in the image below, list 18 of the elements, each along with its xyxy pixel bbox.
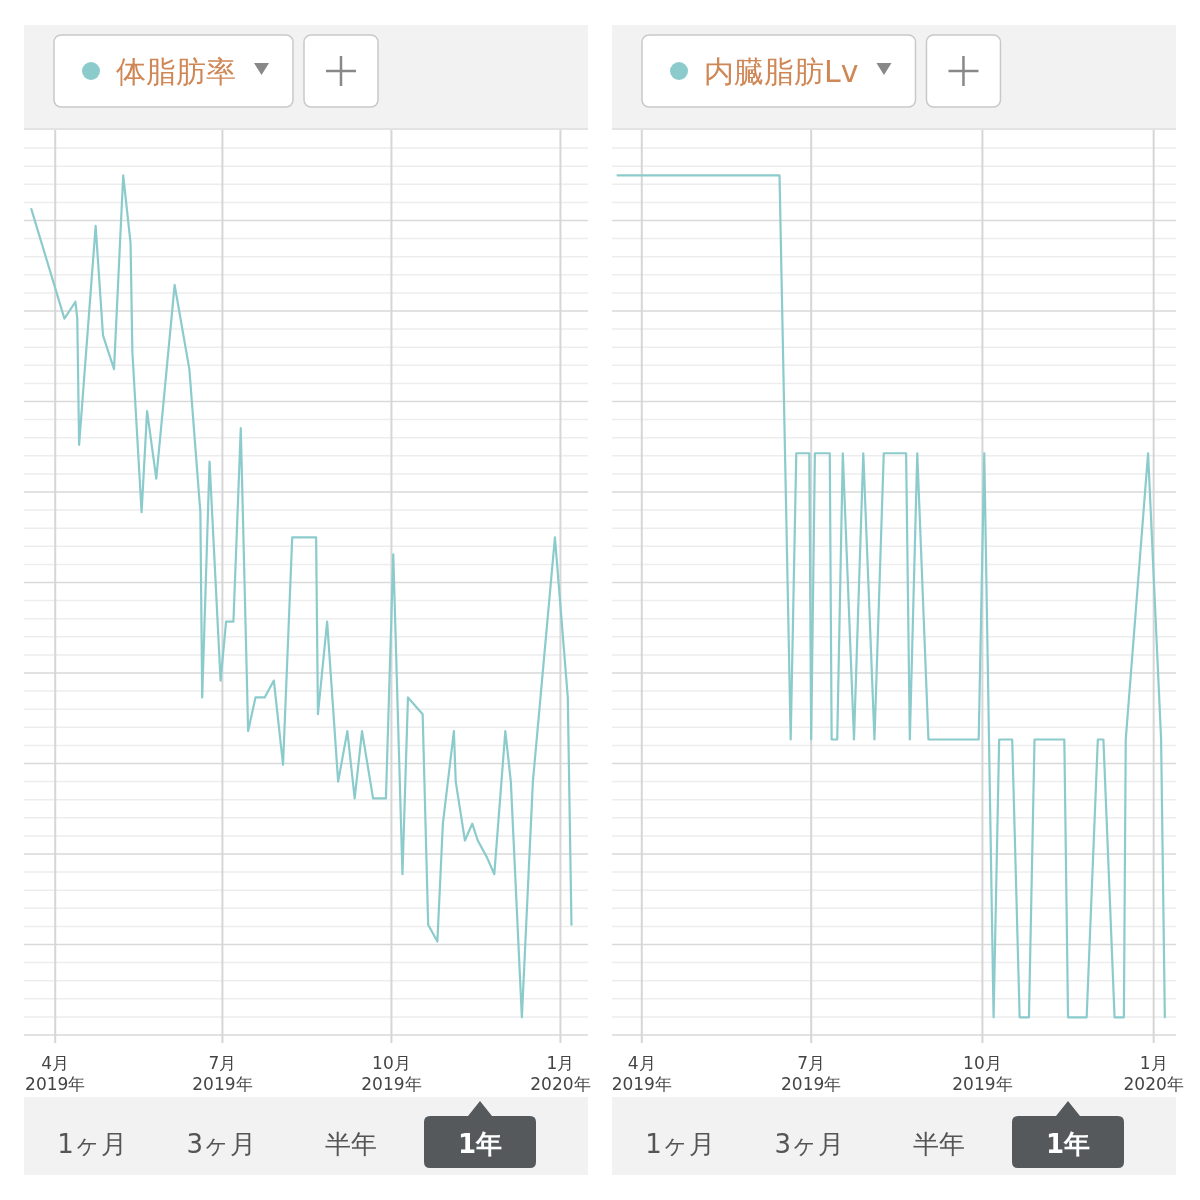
legend-label: 内臓脂肪Lv [704, 54, 859, 89]
x-tick-label: 10月 2019年 [361, 1053, 422, 1094]
x-tick-label: 10月 2019年 [952, 1053, 1013, 1094]
x-tick-label: 7月 2019年 [192, 1053, 253, 1094]
legend-label: 体脂肪率 [116, 54, 236, 89]
x-tick-label: 7月 2019年 [781, 1053, 842, 1094]
text: 1年 [1045, 1129, 1091, 1159]
text: 3ヶ月 [186, 1129, 257, 1159]
text: 半年 [324, 1129, 377, 1159]
x-tick-label: 1月 2020年 [530, 1053, 591, 1094]
text: 1年 [457, 1129, 503, 1159]
x-tick-label: 4月 2019年 [611, 1053, 672, 1094]
x-tick-label: 1月 2020年 [1123, 1053, 1184, 1094]
text: 1ヶ月 [645, 1129, 715, 1159]
text: 3ヶ月 [774, 1129, 845, 1159]
x-tick-label: 4月 2019年 [25, 1053, 86, 1094]
text: 1ヶ月 [57, 1129, 127, 1159]
text: 半年 [912, 1129, 965, 1159]
